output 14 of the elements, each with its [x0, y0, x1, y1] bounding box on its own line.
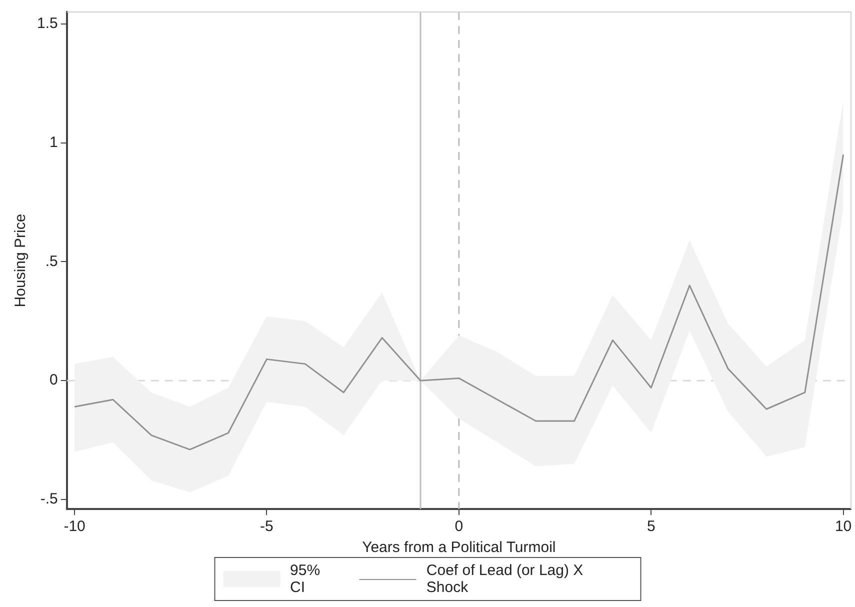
x-tick-label: 0 [454, 518, 464, 536]
x-tick-label: -5 [260, 518, 274, 536]
x-axis-title: Years from a Political Turmoil [362, 539, 556, 556]
legend-label: Coef of Lead (or Lag) X Shock [426, 562, 584, 596]
x-tick-label: -10 [64, 518, 86, 536]
x-tick-label: 5 [646, 518, 656, 536]
y-tick-label: 1 [50, 134, 58, 151]
y-tick-label: 0 [50, 372, 58, 389]
y-tick-label: 1.5 [36, 15, 58, 32]
y-tick-label: .5 [45, 252, 58, 270]
y-tick-label: -.5 [40, 490, 58, 508]
y-axis-title: Housing Price [12, 214, 30, 308]
text: 95% CI [290, 562, 322, 596]
x-tick-label: 10 [834, 518, 852, 536]
